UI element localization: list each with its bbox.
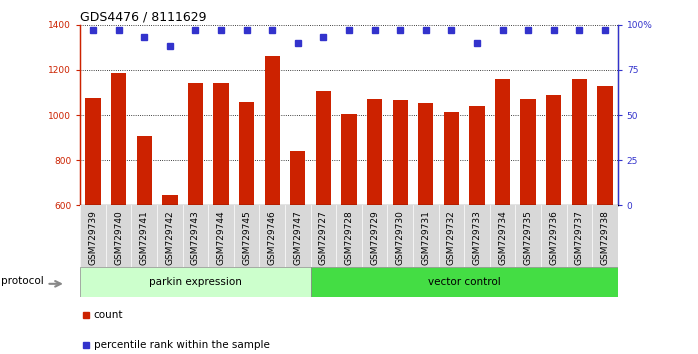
Bar: [341, 114, 357, 341]
Text: GSM729739: GSM729739: [89, 210, 98, 265]
Bar: [111, 73, 126, 341]
Text: GSM729736: GSM729736: [549, 210, 558, 265]
Text: GSM729737: GSM729737: [575, 210, 584, 265]
Text: GSM729734: GSM729734: [498, 210, 507, 265]
Text: protocol: protocol: [1, 276, 44, 286]
Text: GSM729743: GSM729743: [191, 210, 200, 265]
Text: GSM729727: GSM729727: [319, 210, 328, 265]
Text: vector control: vector control: [428, 277, 500, 287]
Text: GSM729728: GSM729728: [345, 210, 353, 265]
Bar: [315, 91, 331, 341]
Bar: [444, 112, 459, 341]
Bar: [214, 84, 229, 341]
Text: GSM729733: GSM729733: [473, 210, 482, 265]
Bar: [572, 79, 587, 341]
Text: GSM729741: GSM729741: [140, 210, 149, 265]
Bar: [290, 151, 306, 341]
Bar: [469, 106, 484, 341]
Bar: [162, 195, 177, 341]
Bar: [418, 103, 433, 341]
Text: GSM729740: GSM729740: [114, 210, 123, 265]
Bar: [85, 98, 101, 341]
Bar: [188, 84, 203, 341]
Text: GSM729732: GSM729732: [447, 210, 456, 265]
Bar: [239, 102, 254, 341]
Bar: [495, 79, 510, 341]
Bar: [137, 137, 152, 341]
Bar: [80, 267, 311, 297]
Text: GSM729745: GSM729745: [242, 210, 251, 265]
Bar: [265, 56, 280, 341]
Text: parkin expression: parkin expression: [149, 277, 242, 287]
Text: percentile rank within the sample: percentile rank within the sample: [94, 340, 269, 350]
Bar: [597, 86, 613, 341]
Text: count: count: [94, 310, 124, 320]
Bar: [546, 95, 561, 341]
Text: GSM729731: GSM729731: [422, 210, 430, 265]
Text: GSM729744: GSM729744: [216, 210, 225, 265]
Text: GSM729729: GSM729729: [370, 210, 379, 265]
Text: GSM729746: GSM729746: [268, 210, 276, 265]
Bar: [367, 99, 383, 341]
Bar: [521, 99, 536, 341]
Text: GDS4476 / 8111629: GDS4476 / 8111629: [80, 11, 207, 24]
Text: GSM729730: GSM729730: [396, 210, 405, 265]
Bar: [311, 267, 618, 297]
Text: GSM729735: GSM729735: [524, 210, 533, 265]
Text: GSM729742: GSM729742: [165, 210, 174, 265]
Bar: [392, 101, 408, 341]
Text: GSM729747: GSM729747: [293, 210, 302, 265]
Text: GSM729738: GSM729738: [600, 210, 609, 265]
